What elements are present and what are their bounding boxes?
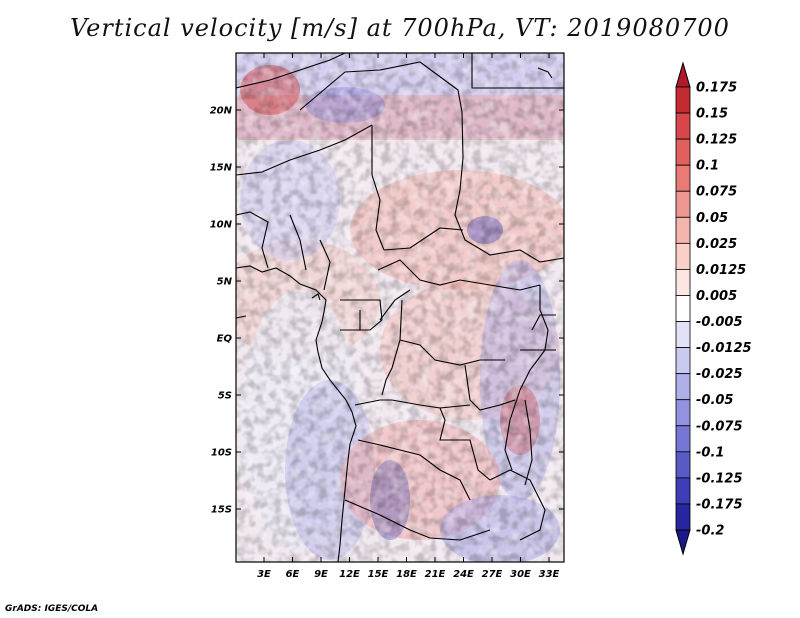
- colorbar-label: 0.125: [696, 133, 737, 148]
- colorbar-label: -0.1: [696, 445, 724, 460]
- colorbar-label: -0.175: [696, 497, 743, 512]
- colorbar-segment: [675, 503, 691, 531]
- grads-credit: GrADS: IGES/COLA: [5, 604, 99, 614]
- lon-label: 12E: [339, 569, 360, 580]
- lon-label: 30E: [510, 569, 531, 580]
- colorbar: [675, 61, 691, 556]
- colorbar-segment: [675, 190, 691, 218]
- colorbar-segment: [675, 138, 691, 166]
- lat-label: EQ: [217, 334, 233, 345]
- lon-label: 6E: [286, 569, 300, 580]
- colorbar-segment: [675, 216, 691, 244]
- colorbar-segment: [675, 347, 691, 375]
- colorbar-label: 0.0125: [696, 263, 746, 278]
- lat-label: 10N: [210, 220, 233, 231]
- colorbar-label: 0.1: [696, 159, 719, 174]
- colorbar-top-arrow: [675, 61, 691, 88]
- colorbar-segment: [675, 242, 691, 270]
- vertical-velocity-field: [236, 53, 564, 562]
- colorbar-segment: [675, 373, 691, 401]
- latitude-labels: 20N 15N 10N 5N EQ 5S 10S 15S: [210, 106, 233, 516]
- colorbar-label: -0.125: [696, 471, 743, 486]
- colorbar-label: -0.05: [696, 393, 733, 408]
- lat-label: 20N: [210, 106, 233, 117]
- colorbar-segment: [675, 164, 691, 192]
- political-boundaries: [236, 53, 564, 562]
- lat-label: 15N: [210, 163, 233, 174]
- lon-label: 27E: [482, 569, 503, 580]
- lon-label: 21E: [425, 569, 446, 580]
- colorbar-label: -0.0125: [696, 341, 752, 356]
- colorbar-label: -0.025: [696, 367, 743, 382]
- longitude-labels: 3E 6E 9E 12E 15E 18E 21E 24E 27E 30E 33E: [257, 569, 559, 580]
- colorbar-segment: [675, 269, 691, 296]
- colorbar-segment: [675, 477, 691, 505]
- colorbar-bottom-arrow: [675, 529, 691, 556]
- colorbar-segment: [675, 399, 691, 427]
- map-ticks: [236, 53, 564, 562]
- colorbar-label: -0.005: [696, 315, 743, 330]
- colorbar-label: 0.005: [696, 289, 737, 304]
- colorbar-segment: [675, 321, 691, 348]
- colorbar-label: 0.025: [696, 237, 737, 252]
- colorbar-segment: [675, 451, 691, 479]
- colorbar-segment: [675, 425, 691, 453]
- colorbar-segment: [675, 112, 691, 140]
- lon-label: 33E: [539, 569, 560, 580]
- page-title: Vertical velocity [m/s] at 700hPa, VT: 2…: [70, 14, 730, 42]
- colorbar-label: -0.075: [696, 419, 743, 434]
- lat-label: 5S: [218, 391, 232, 402]
- colorbar-label: 0.05: [696, 211, 728, 226]
- colorbar-segment: [675, 86, 691, 114]
- lon-label: 9E: [314, 569, 328, 580]
- lon-label: 18E: [396, 569, 417, 580]
- lon-label: 3E: [257, 569, 271, 580]
- colorbar-label: 0.175: [696, 81, 737, 96]
- colorbar-segment: [675, 295, 691, 322]
- lon-label: 24E: [453, 569, 474, 580]
- lat-label: 15S: [211, 505, 232, 516]
- lon-label: 15E: [368, 569, 389, 580]
- map-frame: [235, 52, 565, 563]
- lat-label: 10S: [211, 448, 232, 459]
- colorbar-labels: 0.175 0.15 0.125 0.1 0.075 0.05 0.025 0.0125 0.0…: [696, 81, 752, 539]
- colorbar-label: 0.15: [696, 107, 728, 122]
- colorbar-label: -0.2: [696, 524, 724, 539]
- lat-label: 5N: [217, 277, 233, 288]
- colorbar-label: 0.075: [696, 185, 737, 200]
